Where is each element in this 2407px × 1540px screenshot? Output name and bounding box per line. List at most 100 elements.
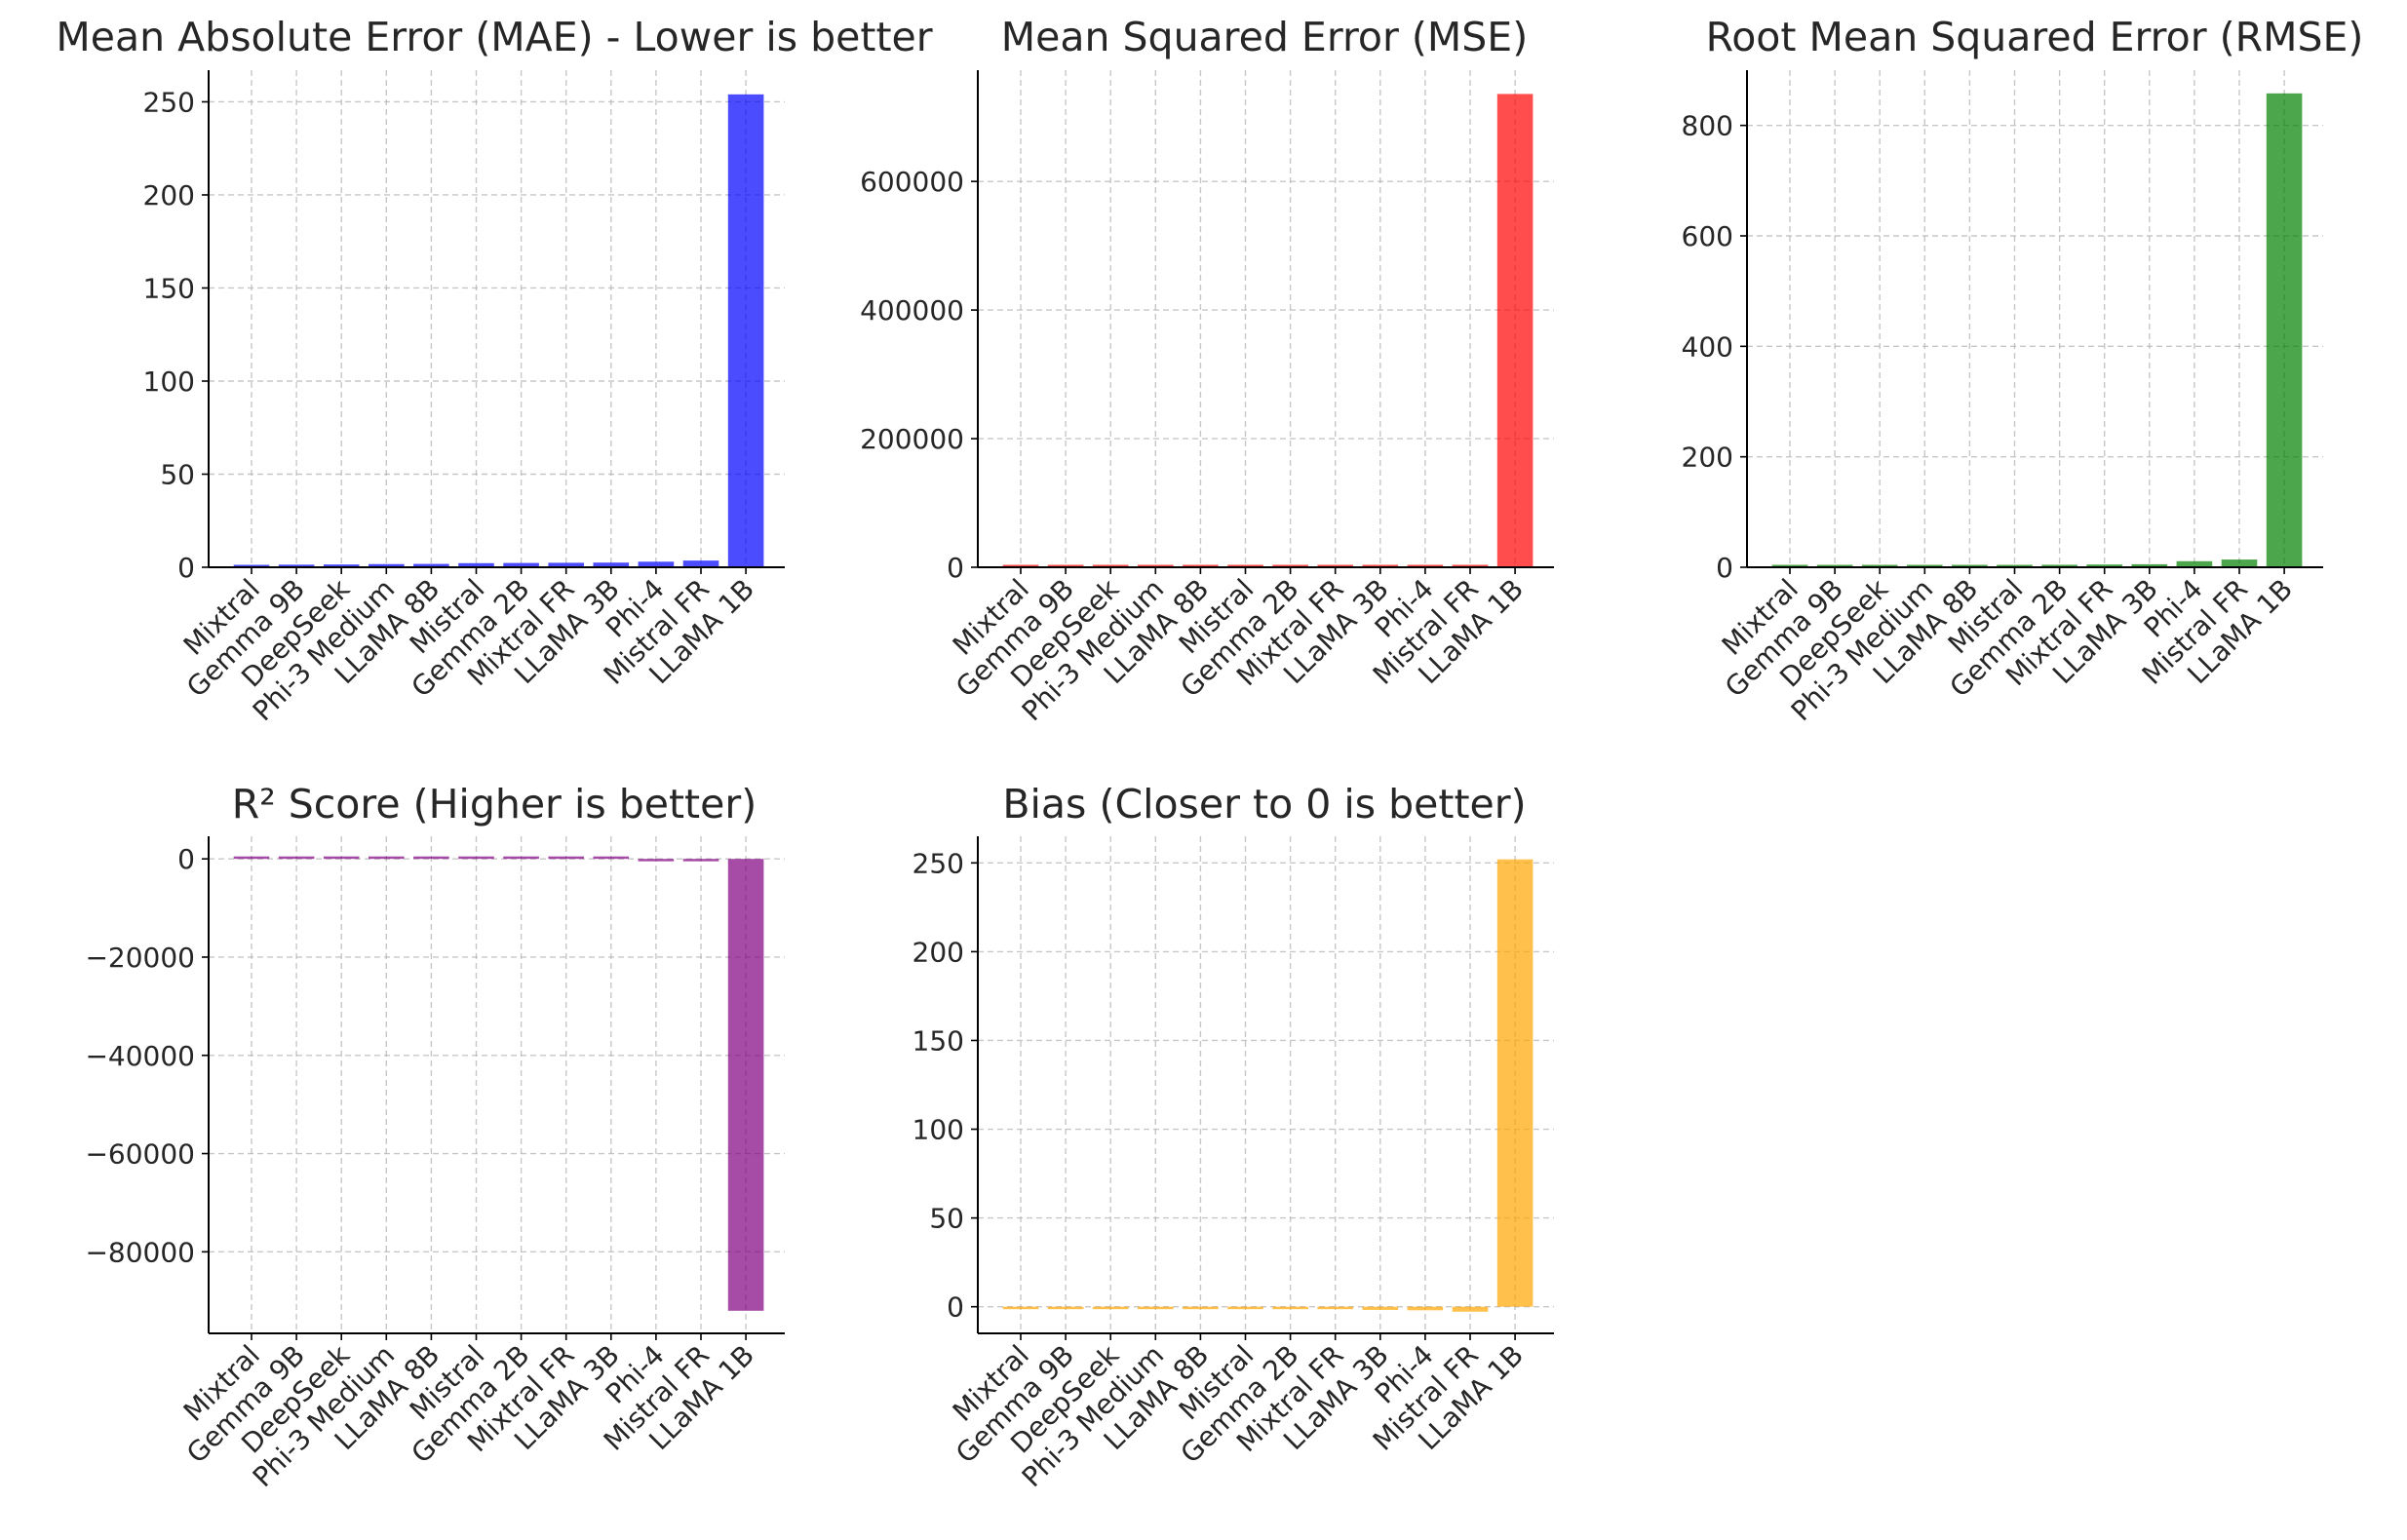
mse-bar-9 [1407, 564, 1444, 567]
bias-bar-3 [1138, 1306, 1174, 1310]
bias-bar-11 [1496, 859, 1533, 1307]
bias-axes [977, 836, 1554, 1334]
r2-axes [208, 836, 785, 1334]
r2-bar-3 [369, 856, 405, 860]
r2-y-tick-label-4: 0 [177, 843, 195, 875]
rmse-bars [1771, 93, 2303, 568]
bias-bar-10 [1452, 1306, 1489, 1312]
bias-bar-7 [1317, 1306, 1353, 1310]
bias-y-tick-label-2: 100 [912, 1114, 964, 1146]
bias-title: Bias (Closer to 0 is better) [1002, 781, 1526, 828]
mae-y-tick-label-3: 150 [143, 272, 195, 304]
mse-bar-10 [1452, 564, 1489, 567]
r2-grid [209, 836, 785, 1333]
mae-bar-1 [278, 564, 315, 567]
mse-y-tick-label-0: 0 [947, 552, 964, 584]
rmse-y-tick-label-2: 400 [1682, 330, 1733, 363]
mae-bar-7 [548, 562, 584, 567]
rmse-title: Root Mean Squared Error (RMSE) [1706, 14, 2364, 60]
mse-bar-11 [1496, 94, 1533, 568]
r2-bar-0 [233, 856, 270, 860]
r2-panel: R² Score (Higher is better) −80000 −60000… [85, 781, 785, 1493]
mse-bar-8 [1362, 564, 1399, 567]
bias-bar-0 [1002, 1306, 1039, 1310]
mae-y-ticks: 0 50 100 150 200 250 [143, 86, 209, 584]
r2-bar-2 [323, 856, 360, 860]
r2-bar-11 [727, 859, 764, 1311]
mse-bar-1 [1047, 564, 1084, 567]
mse-bar-3 [1138, 564, 1174, 567]
bias-y-tick-label-0: 0 [947, 1291, 964, 1324]
mae-bar-0 [233, 564, 270, 567]
mse-y-tick-label-1: 200000 [860, 423, 964, 455]
mae-bar-3 [369, 563, 405, 567]
rmse-bar-2 [1861, 564, 1898, 567]
mae-panel: Mean Absolute Error (MAE) - Lower is bet… [56, 14, 932, 727]
mae-bar-2 [323, 564, 360, 567]
bias-bar-6 [1272, 1306, 1308, 1310]
mae-bar-9 [638, 561, 675, 567]
bias-bars [1002, 859, 1533, 1312]
rmse-y-tick-label-4: 800 [1682, 110, 1733, 142]
mae-y-tick-label-5: 250 [143, 86, 195, 118]
bias-bar-2 [1092, 1306, 1129, 1310]
rmse-bar-6 [2041, 564, 2077, 567]
mae-y-tick-label-0: 0 [177, 552, 195, 584]
rmse-grid [1747, 70, 2323, 568]
r2-bar-6 [503, 856, 539, 860]
mae-bar-8 [593, 562, 630, 567]
bias-panel: Bias (Closer to 0 is better) 0 50 100 150 20… [912, 781, 1554, 1493]
bias-y-tick-label-5: 250 [912, 847, 964, 879]
bias-bar-9 [1407, 1306, 1444, 1311]
rmse-bar-4 [1952, 564, 1988, 567]
rmse-bar-9 [2176, 560, 2213, 567]
rmse-bar-5 [1997, 564, 2033, 567]
r2-y-tick-label-0: −80000 [85, 1236, 195, 1268]
r2-bar-7 [548, 856, 584, 860]
mae-bar-4 [413, 563, 449, 567]
r2-y-ticks: −80000 −60000 −40000 −20000 0 [85, 843, 209, 1268]
bias-y-tick-label-4: 200 [912, 936, 964, 968]
bias-y-ticks: 0 50 100 150 200 250 [912, 847, 978, 1324]
r2-y-tick-label-3: −20000 [85, 942, 195, 974]
rmse-panel: Root Mean Squared Error (RMSE) 0 200 400 60… [1682, 14, 2364, 727]
mae-title: Mean Absolute Error (MAE) - Lower is bet… [56, 14, 932, 60]
rmse-bar-7 [2086, 564, 2122, 567]
mae-grid [209, 70, 785, 568]
mae-bars [233, 94, 764, 568]
mse-bar-0 [1002, 564, 1039, 567]
mse-y-tick-label-2: 400000 [860, 294, 964, 327]
mae-axes [208, 70, 785, 568]
bias-bar-4 [1183, 1306, 1219, 1310]
bias-y-tick-label-3: 150 [912, 1024, 964, 1057]
mse-bar-4 [1183, 564, 1219, 567]
mae-bar-10 [682, 560, 719, 567]
rmse-y-tick-label-1: 200 [1682, 442, 1733, 474]
mae-y-tick-label-2: 100 [143, 366, 195, 398]
rmse-bar-10 [2221, 559, 2258, 567]
mse-axes [977, 70, 1554, 568]
r2-title: R² Score (Higher is better) [232, 781, 757, 828]
mse-panel: Mean Squared Error (MSE) 0 200000 400000 60… [860, 14, 1554, 727]
rmse-y-ticks: 0 200 400 600 800 [1682, 110, 1747, 584]
r2-bar-5 [458, 856, 494, 860]
rmse-bar-11 [2266, 93, 2303, 568]
r2-bars [233, 856, 764, 1311]
bias-bar-1 [1047, 1306, 1084, 1310]
rmse-y-tick-label-0: 0 [1716, 552, 1733, 584]
mse-y-ticks: 0 200000 400000 600000 [860, 166, 978, 584]
mse-y-tick-label-3: 600000 [860, 166, 964, 198]
mse-title: Mean Squared Error (MSE) [1001, 14, 1528, 60]
bias-bar-8 [1362, 1306, 1399, 1310]
rmse-bar-3 [1907, 564, 1943, 567]
mse-bars [1002, 94, 1533, 568]
r2-bar-8 [593, 856, 630, 860]
r2-bar-9 [638, 859, 675, 862]
mse-bar-2 [1092, 564, 1129, 567]
bias-grid [978, 836, 1554, 1333]
r2-bar-1 [278, 856, 315, 860]
